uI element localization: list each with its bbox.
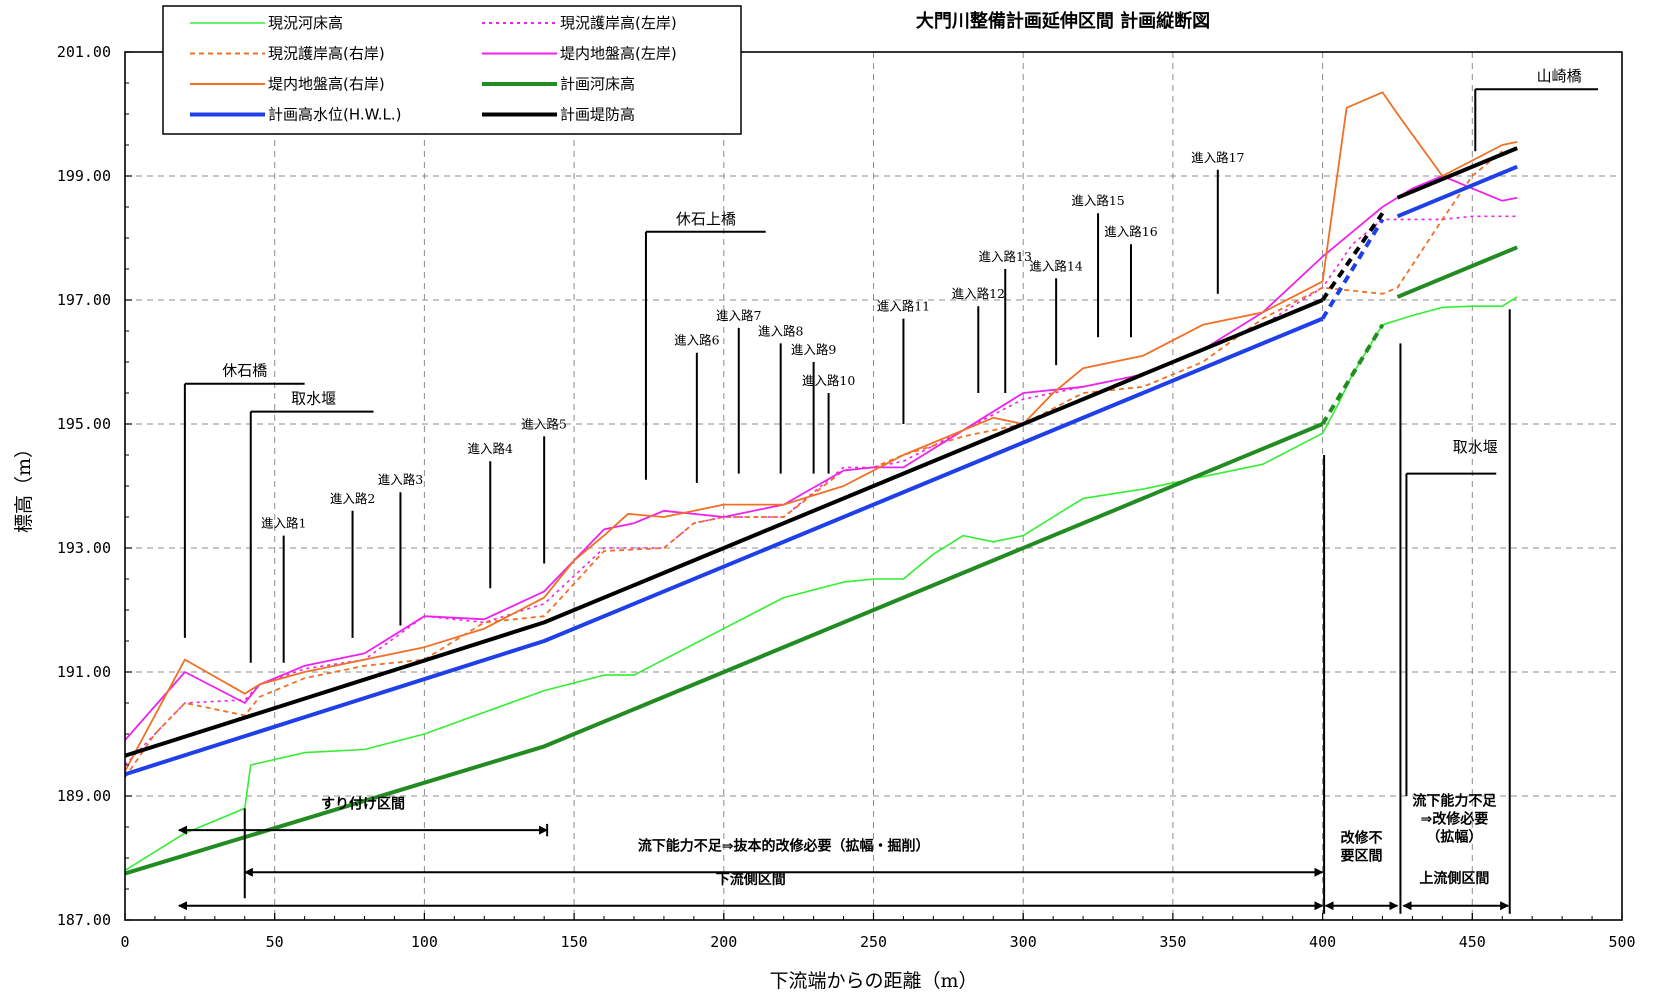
annotation-label: 進入路8: [758, 323, 804, 338]
annotation-label: 進入路14: [1029, 258, 1082, 273]
legend-label: 現況護岸高(左岸): [560, 14, 677, 32]
axis-ticks: 0 50 100 150 200 250 300 350 400 450 500 187.00 189.…: [57, 43, 1636, 951]
series-line: [1320, 323, 1385, 426]
annotation-label: 進入路17: [1191, 150, 1244, 165]
legend-label: 計画河床高: [560, 75, 635, 93]
y-tick-label: 197.00: [57, 291, 111, 309]
annotation-label: 進入路1: [261, 516, 306, 531]
series-line: [124, 175, 1518, 741]
x-tick-label: 450: [1459, 933, 1486, 951]
section-label: 流下能力不足⇒抜本的改修必要（拡幅・掘削）: [638, 838, 930, 855]
y-tick-label: 193.00: [57, 539, 111, 557]
annotation-label: 休石上橋: [676, 210, 736, 228]
x-tick-label: 0: [120, 933, 129, 951]
x-tick-label: 100: [411, 933, 438, 951]
legend-label: 計画高水位(H.W.L.): [268, 106, 402, 124]
series-line: [1320, 212, 1385, 302]
x-tick-label: 400: [1309, 933, 1336, 951]
series-layer: [124, 91, 1518, 876]
x-axis-label: 下流端からの距離（m）: [769, 970, 977, 992]
series-line: [1396, 146, 1518, 200]
chart-title: 大門川整備計画延伸区間 計画縦断図: [916, 10, 1210, 32]
annotation-label: 進入路16: [1104, 224, 1157, 239]
annotation-label: 進入路10: [802, 373, 855, 388]
series-line: [1396, 245, 1518, 299]
legend-label: 計画堤防高: [560, 106, 635, 124]
y-tick-label: 199.00: [57, 167, 111, 185]
annotation-label: 休石橋: [222, 362, 267, 380]
x-tick-label: 300: [1010, 933, 1037, 951]
x-tick-label: 150: [561, 933, 588, 951]
series-line: [124, 150, 1503, 778]
section-label: 流下能力不足: [1412, 792, 1497, 809]
annotation-label: 進入路5: [521, 416, 566, 431]
x-tick-label: 200: [710, 933, 737, 951]
section-label: すり付け区間: [321, 795, 405, 812]
annotation-label: 進入路6: [674, 333, 720, 348]
annotation-label: 進入路12: [952, 286, 1005, 301]
section-label: ⇒改修必要: [1420, 810, 1488, 827]
series-line: [1320, 218, 1385, 320]
legend: 現況河床高 現況護岸高(左岸) 現況護岸高(右岸) 堤内地盤高(左岸) 堤内地盤高(右岸…: [162, 5, 742, 135]
y-tick-label: 189.00: [57, 787, 111, 805]
series-line: [124, 316, 1324, 777]
legend-label: 堤内地盤高(右岸): [268, 75, 385, 93]
annotation-label: 進入路2: [330, 491, 375, 506]
section-label: 上流側区間: [1419, 870, 1489, 887]
legend-label: 現況河床高: [268, 14, 343, 32]
annotation-label: 進入路13: [979, 249, 1032, 264]
series-line: [124, 215, 1518, 766]
x-tick-label: 50: [266, 933, 284, 951]
x-tick-label: 500: [1608, 933, 1635, 951]
annotation-label: 山崎橋: [1537, 67, 1582, 85]
annotation-label: 進入路11: [877, 299, 930, 314]
legend-label: 現況護岸高(右岸): [268, 45, 385, 63]
section-label: 要区間: [1341, 849, 1383, 865]
annotation-label: 取水堰: [1453, 438, 1498, 456]
series-line: [124, 298, 1324, 758]
section-label: 下流側区間: [716, 871, 786, 888]
annotation-label: 進入路7: [716, 308, 762, 323]
legend-box: [162, 5, 742, 135]
x-tick-label: 250: [860, 933, 887, 951]
series-line: [124, 91, 1518, 772]
legend-label: 堤内地盤高(左岸): [560, 45, 677, 63]
annotation-label: 進入路15: [1071, 193, 1124, 208]
section-label: 改修不: [1341, 830, 1383, 847]
y-tick-label: 191.00: [57, 663, 111, 681]
y-axis-label: 標高（m）: [13, 439, 35, 533]
y-tick-label: 195.00: [57, 415, 111, 433]
annotation-label: 進入路9: [791, 342, 837, 357]
annotation-label: 進入路3: [378, 472, 424, 487]
section-label: （拡幅）: [1426, 828, 1482, 845]
x-tick-label: 350: [1159, 933, 1186, 951]
annotation-label: 進入路4: [468, 441, 514, 456]
series-line: [1396, 164, 1518, 219]
annotation-label: 取水堰: [291, 390, 336, 408]
y-tick-label: 201.00: [57, 43, 111, 61]
y-tick-label: 187.00: [57, 911, 111, 929]
